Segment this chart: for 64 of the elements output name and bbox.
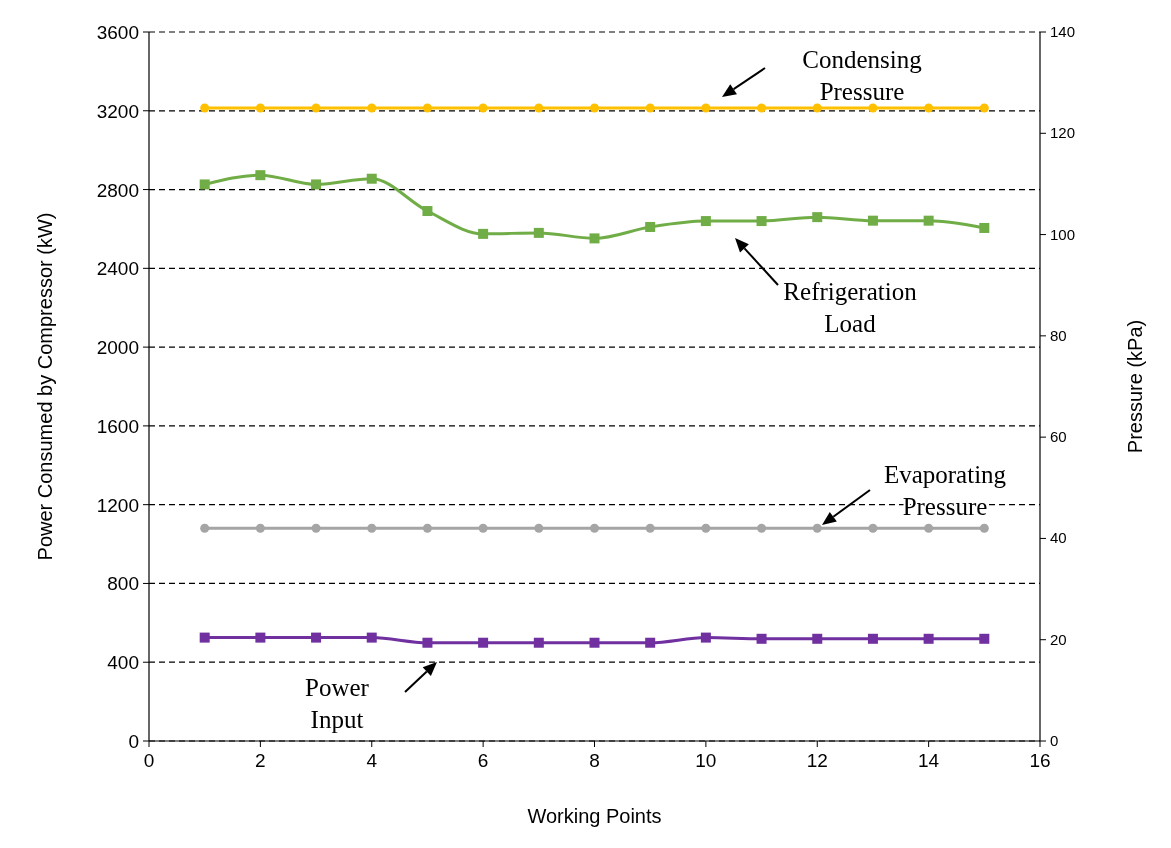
- point: [867, 633, 878, 644]
- point: [589, 233, 600, 244]
- y2-axis-title: Pressure (kPa): [1124, 319, 1146, 454]
- y2-tick-label: 100: [1050, 225, 1076, 243]
- point: [756, 633, 767, 644]
- point: [255, 632, 266, 643]
- y2-tick-label: 40: [1050, 529, 1067, 547]
- point: [366, 173, 377, 184]
- x-tick-label: 16: [1029, 750, 1051, 771]
- point: [812, 212, 823, 223]
- x-tick-label: 2: [255, 750, 266, 771]
- point: [533, 227, 544, 238]
- y-tick-label: 2400: [96, 258, 139, 280]
- y2-tick-label: 80: [1050, 326, 1067, 344]
- point: [311, 632, 322, 643]
- x-tick-label: 8: [589, 750, 600, 771]
- y2-tick-label: 140: [1050, 23, 1076, 40]
- point: [589, 637, 600, 648]
- x-tick-label: 0: [143, 750, 155, 771]
- point: [867, 215, 878, 226]
- x-tick-label: 6: [477, 750, 489, 771]
- point: [812, 633, 823, 644]
- x-tick-label: 14: [918, 750, 940, 771]
- y-axis-title: Power Consumed by Compressor (kW): [34, 212, 56, 561]
- y-tick-label: 0: [128, 731, 139, 752]
- annotation: Refrigeration Load: [783, 278, 918, 337]
- point: [478, 228, 489, 239]
- point: [923, 215, 934, 226]
- point: [199, 632, 210, 643]
- point: [700, 632, 711, 643]
- point: [311, 179, 322, 190]
- y-tick-label: 3600: [96, 22, 139, 43]
- point: [979, 633, 990, 644]
- y2-tick-label: 120: [1050, 124, 1076, 142]
- y-tick-label: 800: [107, 573, 139, 595]
- y2-tick-label: 60: [1050, 428, 1067, 446]
- point: [422, 206, 433, 217]
- annotation: Evaporating Pressure: [883, 461, 1007, 520]
- y2-tick-label: 20: [1050, 630, 1067, 648]
- x-axis-title: Working Points: [527, 805, 662, 827]
- annotation: Power Input: [305, 674, 370, 733]
- point: [199, 179, 210, 190]
- point: [923, 633, 934, 644]
- point: [255, 170, 266, 181]
- annotation: Condensing Pressure: [802, 46, 923, 105]
- point: [756, 216, 767, 227]
- x-tick-label: 12: [806, 750, 828, 771]
- y-tick-label: 1600: [96, 415, 139, 437]
- point: [478, 637, 489, 648]
- y-tick-label: 2800: [96, 179, 139, 201]
- y-tick-label: 400: [107, 652, 139, 674]
- y-tick-label: 1200: [96, 494, 139, 516]
- point: [700, 216, 711, 227]
- x-tick-label: 10: [695, 750, 717, 771]
- point: [533, 637, 544, 648]
- y-tick-label: 2000: [96, 337, 139, 359]
- x-tick-label: 4: [366, 750, 378, 771]
- y-tick-label: 3200: [96, 100, 139, 122]
- point: [645, 637, 656, 648]
- point: [422, 637, 433, 648]
- point: [645, 221, 656, 232]
- y2-tick-label: 0: [1050, 732, 1059, 749]
- point: [979, 222, 990, 233]
- point: [366, 632, 377, 643]
